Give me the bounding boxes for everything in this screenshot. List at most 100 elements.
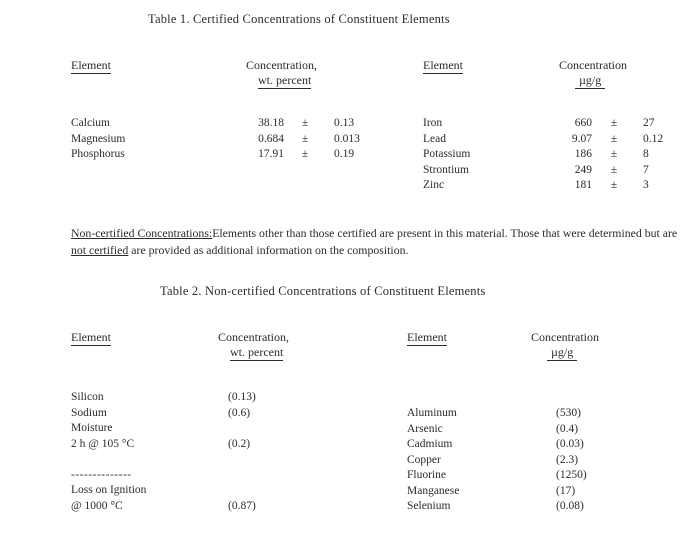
non-certified-note-emphasis: not certified: [71, 243, 129, 257]
table-cell-value: 0.684: [258, 132, 284, 145]
table-cell-uncertainty: 0.19: [334, 148, 355, 160]
table-cell-value: 249: [574, 163, 592, 176]
table-row: Iron: [423, 117, 443, 129]
table2-right-element-column: Aluminum Arsenic Cadmium Copper Fluorine…: [407, 406, 547, 515]
table2-title: Table 2. Non-certified Concentrations of…: [160, 284, 486, 298]
table-cell-uncertainty: 0.13: [334, 117, 355, 129]
table-row: Copper: [407, 453, 441, 466]
table-row: Sodium: [71, 406, 107, 419]
plus-minus-icon: ±: [610, 132, 618, 145]
table-cell-uncertainty: 0.013: [334, 132, 360, 145]
table-cell-value: (0.2): [228, 437, 251, 450]
table-cell-uncertainty: 0.12: [643, 132, 664, 145]
table-row: Moisture: [71, 422, 113, 434]
table2-left-header-element: Element: [71, 330, 111, 346]
table-row: Manganese: [407, 484, 460, 497]
table2-left-header-concentration: Concentration, wt. percent: [218, 330, 289, 361]
table1-left-element-column: Calcium Magnesium Phosphorus: [71, 116, 221, 163]
table1-left-header-element-label: Element: [71, 58, 111, 74]
table-cell-value: 186: [574, 148, 592, 160]
plus-minus-icon: ±: [610, 148, 618, 160]
table1-left-header-element: Element: [71, 58, 111, 74]
table-row: Loss on Ignition: [71, 484, 147, 496]
table1-left-header-concentration-line2: wt. percent: [258, 73, 312, 89]
table-cell-value: (0.03): [556, 438, 584, 450]
table2-right-header-element-label: Element: [407, 330, 447, 346]
table-cell-uncertainty: 8: [643, 148, 649, 160]
table2-right-header-element: Element: [407, 330, 447, 346]
table1-right-header-concentration-line1: Concentration: [559, 58, 627, 72]
table-cell-value: (2.3): [556, 453, 579, 466]
table-cell-value: (530): [556, 407, 581, 419]
table-cell-value: [228, 468, 308, 484]
table-row: @ 1000 °C: [71, 499, 123, 512]
table-cell-value: [228, 452, 308, 468]
table-cell-value: 17.91: [258, 148, 284, 160]
table-cell-value: 38.18: [258, 117, 284, 129]
table-cell-value: [228, 483, 308, 499]
table-cell-uncertainty: 3: [643, 179, 649, 191]
table-cell-value: 660: [574, 117, 592, 129]
table1-right-header-concentration: Concentration µg/g: [559, 58, 627, 89]
table-row: Potassium: [423, 148, 471, 160]
table-cell-uncertainty: 7: [643, 163, 649, 176]
table2-right-header-concentration-line2: µg/g: [547, 345, 578, 361]
table-row: Strontium: [423, 163, 470, 176]
table-cell-value: (0.13): [228, 391, 256, 403]
plus-minus-icon: ±: [610, 163, 618, 176]
table1-right-header-element: Element: [423, 58, 463, 74]
table-row: Zinc: [423, 179, 445, 191]
plus-minus-icon: ±: [610, 117, 618, 129]
table1-right-header-element-label: Element: [423, 58, 463, 74]
table2-right-header-concentration-line1: Concentration: [531, 330, 599, 344]
table1-left-uncertainty-column: 0.13 0.013 0.19: [334, 116, 394, 163]
table-cell-value: [228, 421, 308, 437]
table-row: Cadmium: [407, 438, 453, 450]
table-row-spacer: [71, 452, 231, 468]
table-cell-value: (0.08): [556, 500, 584, 512]
plus-minus-icon: ±: [610, 179, 618, 191]
table1-right-element-column: Iron Lead Potassium Strontium Zinc: [423, 116, 563, 194]
table1-right-plusminus-column: ± ± ± ± ±: [604, 116, 624, 194]
separator-dashes: --------------: [71, 468, 132, 481]
table-row: Aluminum: [407, 407, 457, 419]
table-row: Arsenic: [407, 422, 443, 435]
table-row: Fluorine: [407, 469, 446, 481]
table-cell-value: (0.87): [228, 499, 256, 512]
table2-left-element-column: Silicon Sodium Moisture 2 h @ 105 °C ---…: [71, 390, 231, 514]
table1-left-plusminus-column: ± ± ±: [295, 116, 315, 163]
table1-left-value-column: 38.18 0.684 17.91: [230, 116, 284, 163]
table-cell-value: (0.4): [556, 422, 579, 435]
table-cell-value: (0.6): [228, 406, 251, 419]
non-certified-note-text1: Elements other than those certified are …: [212, 226, 678, 240]
table1-right-uncertainty-column: 27 0.12 8 7 3: [643, 116, 693, 194]
non-certified-note-text2: are provided as additional information o…: [128, 243, 409, 257]
table-row: Lead: [423, 132, 446, 145]
table-row: Calcium: [71, 117, 110, 129]
table2-left-header-concentration-line1: Concentration,: [218, 330, 289, 344]
table1-left-header-concentration-line1: Concentration,: [246, 58, 317, 72]
table2-left-header-element-label: Element: [71, 330, 111, 346]
non-certified-note-lead: Non-certified Concentrations:: [71, 226, 213, 240]
table1-left-header-concentration: Concentration, wt. percent: [246, 58, 317, 89]
table2-left-header-concentration-line2: wt. percent: [230, 345, 284, 361]
table-row: 2 h @ 105 °C: [71, 437, 135, 450]
table-row: Selenium: [407, 500, 451, 512]
table-cell-value: (17): [556, 484, 576, 497]
table-row: Magnesium: [71, 132, 126, 145]
plus-minus-icon: ±: [301, 132, 309, 145]
table-cell-value: 181: [574, 179, 592, 191]
table1-right-header-concentration-line2: µg/g: [575, 73, 606, 89]
table1-right-value-column: 660 9.07 186 249 181: [552, 116, 592, 194]
table-cell-value: (1250): [556, 469, 587, 481]
non-certified-note: Non-certified Concentrations:Elements ot…: [71, 225, 683, 259]
table2-right-value-column: (530) (0.4) (0.03) (2.3) (1250) (17) (0.…: [556, 406, 636, 515]
table-cell-value: 9.07: [571, 132, 592, 145]
table2-right-header-concentration: Concentration µg/g: [531, 330, 599, 361]
table2-left-value-column: (0.13) (0.6) (0.2) (0.87): [228, 390, 308, 514]
table-row: Silicon: [71, 391, 104, 403]
plus-minus-icon: ±: [301, 148, 309, 160]
table-row: Phosphorus: [71, 148, 125, 160]
table-cell-uncertainty: 27: [643, 117, 655, 129]
